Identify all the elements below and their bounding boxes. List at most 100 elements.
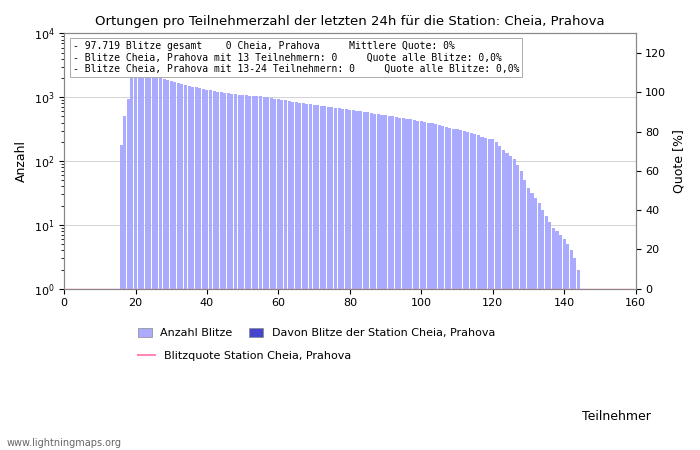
Bar: [288, 101, 290, 450]
Y-axis label: Anzahl: Anzahl: [15, 140, 28, 182]
Bar: [480, 136, 484, 450]
Bar: [366, 112, 369, 450]
Bar: [138, 73, 141, 450]
Bar: [373, 113, 377, 450]
Text: Teilnehmer: Teilnehmer: [582, 410, 650, 423]
Bar: [424, 122, 426, 450]
Bar: [427, 122, 430, 450]
Bar: [541, 210, 544, 450]
Bar: [566, 244, 569, 450]
Bar: [459, 130, 462, 450]
Bar: [370, 113, 373, 450]
Bar: [198, 88, 202, 450]
Text: - 97.719 Blitze gesamt    0 Cheia, Prahova     Mittlere Quote: 0%
- Blitze Cheia: - 97.719 Blitze gesamt 0 Cheia, Prahova …: [73, 41, 519, 74]
Bar: [452, 129, 455, 450]
Bar: [524, 180, 526, 450]
Bar: [527, 188, 530, 450]
Bar: [130, 76, 134, 450]
Bar: [356, 111, 358, 450]
Bar: [484, 138, 487, 450]
Bar: [498, 145, 501, 450]
Bar: [341, 109, 344, 450]
Bar: [398, 117, 401, 450]
Bar: [141, 71, 144, 450]
Bar: [570, 250, 573, 450]
Bar: [441, 126, 444, 450]
Bar: [323, 107, 326, 450]
Bar: [363, 112, 365, 450]
Bar: [491, 140, 494, 450]
Bar: [188, 86, 190, 450]
Bar: [470, 133, 473, 450]
Bar: [448, 128, 452, 450]
Bar: [256, 96, 258, 450]
Bar: [337, 108, 341, 450]
Bar: [412, 120, 416, 450]
Bar: [580, 289, 584, 450]
Bar: [205, 90, 209, 450]
Bar: [320, 106, 323, 450]
Bar: [473, 135, 477, 450]
Bar: [174, 82, 176, 450]
Bar: [184, 85, 187, 450]
Bar: [334, 108, 337, 450]
Bar: [466, 132, 469, 450]
Bar: [405, 119, 409, 450]
Bar: [230, 94, 234, 450]
Bar: [384, 115, 387, 450]
Title: Ortungen pro Teilnehmerzahl der letzten 24h für die Station: Cheia, Prahova: Ortungen pro Teilnehmerzahl der letzten …: [95, 15, 605, 28]
Bar: [277, 99, 280, 450]
Bar: [505, 153, 508, 450]
Bar: [284, 100, 287, 450]
Bar: [209, 90, 212, 450]
Bar: [266, 98, 270, 450]
Bar: [584, 289, 587, 450]
Bar: [159, 77, 162, 450]
Bar: [359, 111, 362, 450]
Bar: [534, 198, 537, 450]
Bar: [270, 98, 273, 450]
Bar: [316, 105, 319, 450]
Bar: [349, 110, 351, 450]
Bar: [241, 95, 244, 450]
Bar: [134, 74, 137, 450]
Bar: [295, 102, 298, 450]
Bar: [577, 270, 580, 450]
Bar: [166, 80, 169, 450]
Bar: [127, 99, 130, 450]
Bar: [327, 107, 330, 450]
Bar: [177, 83, 180, 450]
Bar: [388, 116, 391, 450]
Bar: [195, 87, 198, 450]
Bar: [563, 239, 566, 450]
Bar: [252, 96, 255, 450]
Bar: [313, 105, 316, 450]
Bar: [223, 93, 226, 450]
Bar: [123, 117, 126, 450]
Bar: [181, 84, 183, 450]
Bar: [352, 110, 355, 450]
Bar: [162, 79, 166, 450]
Bar: [227, 93, 230, 450]
Bar: [345, 109, 348, 450]
Bar: [552, 228, 555, 450]
Bar: [259, 96, 262, 450]
Bar: [516, 165, 519, 450]
Bar: [559, 235, 562, 450]
Bar: [402, 118, 405, 450]
Bar: [169, 81, 173, 450]
Bar: [430, 123, 433, 450]
Bar: [273, 99, 276, 450]
Bar: [438, 125, 441, 450]
Bar: [420, 121, 423, 450]
Bar: [145, 70, 148, 450]
Bar: [416, 121, 419, 450]
Bar: [502, 150, 505, 450]
Bar: [592, 289, 594, 450]
Bar: [548, 222, 552, 450]
Bar: [520, 171, 523, 450]
Bar: [234, 94, 237, 450]
Bar: [216, 92, 219, 450]
Bar: [587, 289, 591, 450]
Bar: [434, 124, 437, 450]
